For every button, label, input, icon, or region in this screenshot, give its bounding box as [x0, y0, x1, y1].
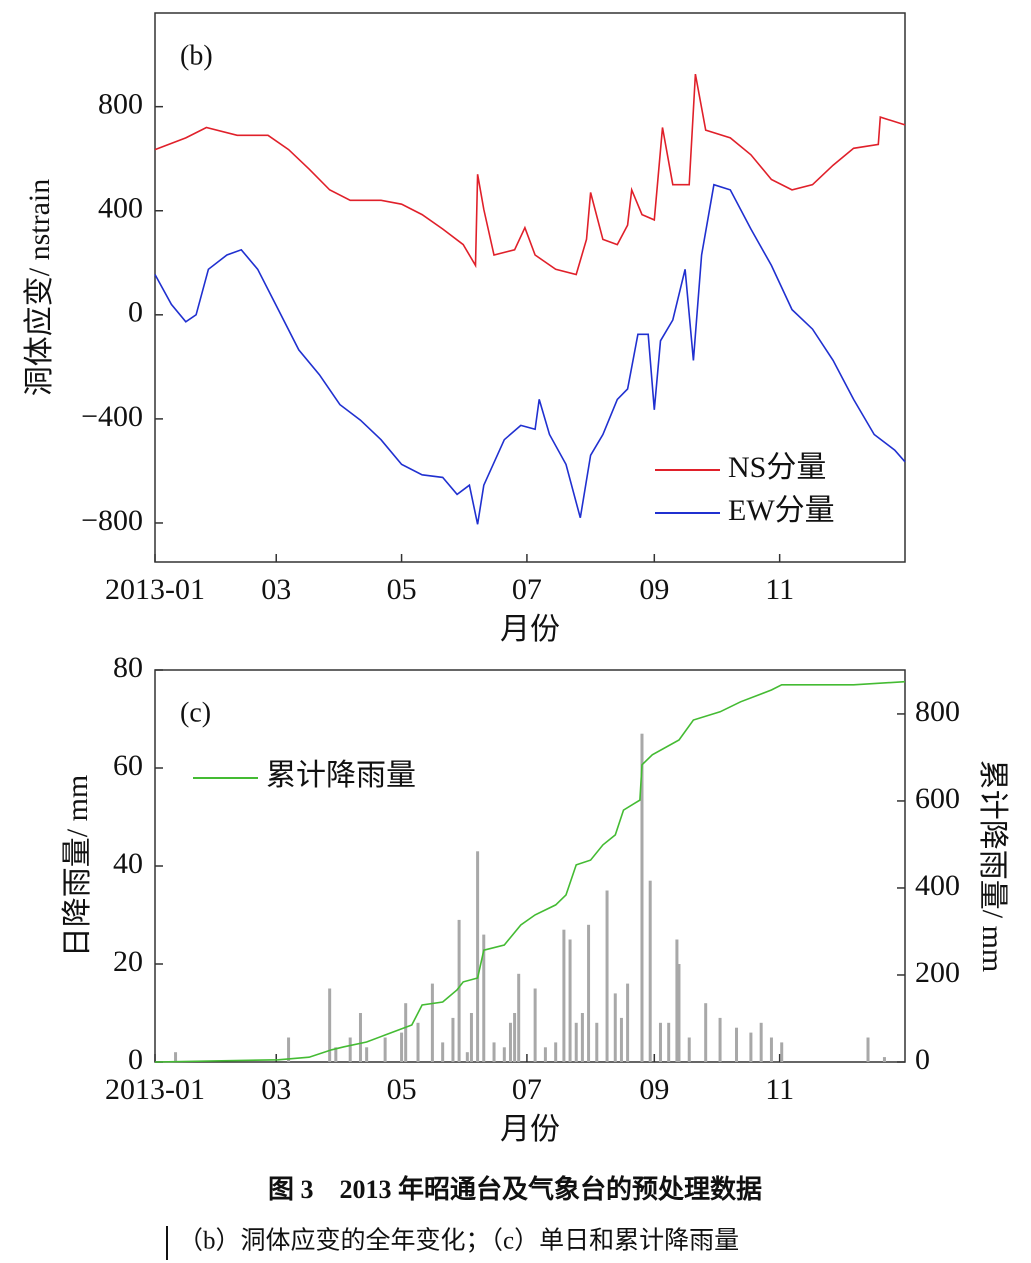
- bar: [451, 1017, 455, 1062]
- legend-label: 累计降雨量: [266, 759, 416, 792]
- x-tick-label: 05: [387, 1073, 417, 1106]
- data-line: [154, 183, 906, 525]
- y2-tick-label: 0: [915, 1043, 930, 1076]
- bar: [749, 1032, 753, 1062]
- bar: [769, 1037, 773, 1062]
- y-tick-label: −800: [81, 504, 143, 537]
- bar: [677, 964, 681, 1062]
- x-tick-label: 09: [639, 1073, 669, 1106]
- y-tick-label: −400: [81, 400, 143, 433]
- bar: [780, 1042, 784, 1062]
- y2-tick-label: 600: [915, 782, 960, 815]
- x-tick-label: 09: [639, 573, 669, 606]
- bar: [508, 1022, 512, 1062]
- data-line: [154, 73, 906, 276]
- bar: [383, 1037, 387, 1062]
- bar: [365, 1047, 369, 1062]
- legend-label: EW分量: [728, 494, 835, 527]
- legend-label: NS分量: [728, 451, 826, 484]
- y-axis-title: 日降雨量/ mm: [61, 775, 94, 958]
- x-tick-label: 07: [512, 573, 542, 606]
- bar: [328, 988, 332, 1062]
- bar: [595, 1022, 599, 1062]
- plot-frame: [154, 12, 906, 563]
- y-tick-label: 800: [98, 88, 143, 121]
- bar: [334, 1047, 338, 1062]
- bar: [687, 1037, 691, 1062]
- x-tick-label: 2013-01: [105, 1073, 205, 1106]
- plot-frame: [154, 669, 906, 1063]
- bar: [626, 983, 630, 1062]
- caption-title: 图 3 2013 年昭通台及气象台的预处理数据: [268, 1174, 762, 1204]
- x-tick-label: 03: [261, 1073, 291, 1106]
- y-tick-label: 60: [113, 749, 143, 782]
- bar: [648, 880, 652, 1062]
- y2-tick-label: 800: [915, 695, 960, 728]
- caption-subtitle: （b）洞体应变的全年变化；（c）单日和累计降雨量: [178, 1227, 739, 1255]
- bar: [482, 934, 486, 1062]
- bar: [718, 1017, 722, 1062]
- bar: [562, 929, 566, 1062]
- panel-label: (c): [180, 697, 211, 728]
- y-tick-label: 0: [128, 296, 143, 329]
- bar: [587, 924, 591, 1062]
- bar: [469, 1013, 473, 1062]
- data-line: [154, 680, 906, 1063]
- bar: [543, 1047, 547, 1062]
- bar: [430, 983, 434, 1062]
- bar: [287, 1037, 291, 1062]
- bar: [465, 1052, 469, 1062]
- bar: [574, 1022, 578, 1062]
- bar: [605, 890, 609, 1062]
- bar: [667, 1022, 671, 1062]
- x-tick-label: 05: [387, 573, 417, 606]
- y-tick-label: 40: [113, 847, 143, 880]
- bar: [416, 1022, 420, 1062]
- bar: [759, 1022, 763, 1062]
- y-tick-label: 80: [113, 651, 143, 684]
- bar: [441, 1042, 445, 1062]
- bar: [658, 1022, 662, 1062]
- y2-tick-label: 400: [915, 869, 960, 902]
- bar: [640, 733, 644, 1062]
- y2-axis-title: 累计降雨量/ mm: [976, 760, 1009, 973]
- bar: [619, 1017, 623, 1062]
- bar: [517, 973, 521, 1062]
- bar: [358, 1013, 362, 1062]
- bar: [404, 1003, 408, 1062]
- bar: [533, 988, 537, 1062]
- y-axis-title: 洞体应变/ nstrain: [23, 179, 56, 397]
- y-tick-label: 400: [98, 192, 143, 225]
- bar: [735, 1027, 739, 1062]
- x-tick-label: 03: [261, 573, 291, 606]
- bar: [704, 1003, 708, 1062]
- x-axis-title: 月份: [500, 1113, 560, 1146]
- y2-tick-label: 200: [915, 956, 960, 989]
- bar: [580, 1013, 584, 1062]
- y-tick-label: 0: [128, 1043, 143, 1076]
- y-tick-label: 20: [113, 945, 143, 978]
- bar: [613, 993, 617, 1062]
- bar: [866, 1037, 870, 1062]
- bar: [568, 939, 572, 1062]
- bar: [476, 851, 480, 1062]
- bar: [348, 1037, 352, 1062]
- bar: [675, 939, 679, 1062]
- x-tick-label: 11: [765, 1073, 794, 1106]
- bar: [554, 1042, 558, 1062]
- bar: [457, 919, 461, 1062]
- x-tick-label: 07: [512, 1073, 542, 1106]
- bar: [174, 1052, 178, 1062]
- panel-label: (b): [180, 40, 213, 71]
- bar: [513, 1013, 517, 1062]
- bar: [492, 1042, 496, 1062]
- x-tick-label: 2013-01: [105, 573, 205, 606]
- bar: [400, 1032, 404, 1062]
- x-tick-label: 11: [765, 573, 794, 606]
- bar: [882, 1057, 886, 1062]
- x-axis-title: 月份: [500, 613, 560, 646]
- bar: [502, 1047, 506, 1062]
